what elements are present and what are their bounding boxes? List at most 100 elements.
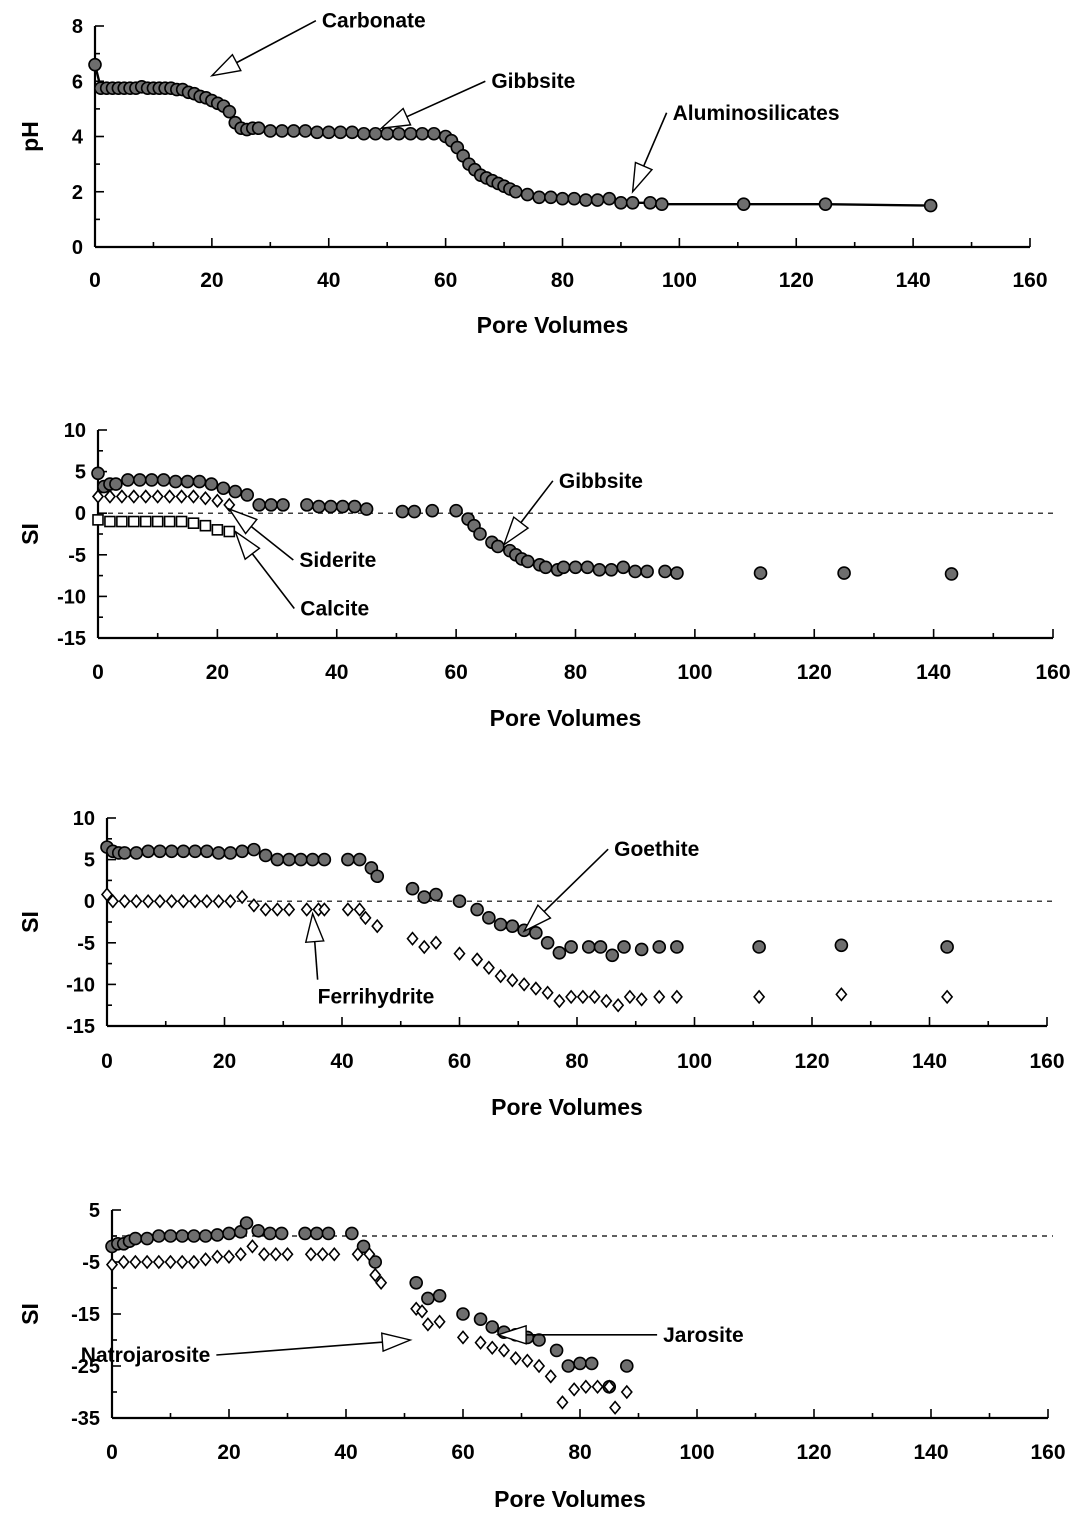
data-point: [603, 1379, 616, 1395]
x-tick-label: 160: [1012, 269, 1047, 292]
data-point: [164, 844, 179, 859]
annotation-arrow-shaft: [216, 1341, 383, 1356]
data-point: [369, 1267, 382, 1283]
data-point: [538, 560, 553, 575]
annotation-1: Gibbsite: [502, 470, 643, 547]
data-point: [634, 942, 649, 957]
data-point: [421, 1291, 435, 1306]
data-point: [623, 989, 636, 1005]
data-point: [352, 852, 367, 867]
data-point: [652, 940, 667, 954]
data-point: [593, 940, 608, 954]
data-point: [239, 1216, 254, 1230]
y-tick-label: 8: [72, 16, 83, 38]
data-point: [473, 1312, 488, 1326]
x-tick-label: 100: [677, 661, 712, 684]
data-point: [323, 499, 338, 514]
annotation-label: Carbonate: [322, 10, 426, 33]
x-tick-label: 60: [451, 1441, 474, 1464]
data-point: [281, 1246, 294, 1262]
data-point: [456, 1307, 470, 1321]
y-tick-label: -5: [77, 933, 95, 955]
x-tick-label: 120: [779, 269, 814, 292]
data-point: [240, 488, 255, 502]
data-point: [118, 893, 131, 909]
data-point: [187, 1229, 201, 1243]
series-2: [100, 887, 954, 1013]
data-point: [141, 1254, 154, 1270]
x-tick-label: 80: [565, 1050, 588, 1073]
y-tick-label: -15: [71, 1304, 100, 1326]
data-point: [321, 1226, 336, 1241]
annotation-arrow-shaft: [543, 848, 609, 913]
data-point: [368, 126, 383, 141]
data-point: [163, 515, 176, 528]
x-tick-label: 80: [551, 269, 574, 292]
data-point: [482, 911, 496, 925]
data-point: [129, 846, 144, 860]
data-point: [153, 844, 167, 859]
data-point: [532, 190, 546, 205]
data-point: [200, 893, 213, 909]
annotation-arrow-head: [233, 529, 261, 561]
data-point: [568, 1382, 581, 1397]
annotation-label: Aluminosilicates: [673, 102, 840, 125]
data-point: [471, 952, 484, 967]
data-point: [600, 993, 613, 1009]
data-point: [180, 474, 195, 489]
data-point: [371, 918, 384, 934]
x-tick-label: 100: [677, 1050, 712, 1073]
data-point: [222, 1249, 236, 1265]
annotation-1: Jarosite: [495, 1324, 744, 1347]
data-point: [417, 890, 432, 904]
x-tick-label: 20: [213, 1050, 236, 1073]
data-point: [588, 989, 601, 1005]
data-point: [432, 1289, 447, 1303]
x-tick-label: 0: [101, 1050, 113, 1073]
data-point: [109, 477, 123, 491]
data-point: [579, 193, 593, 207]
data-point: [91, 489, 105, 504]
data-point: [363, 1246, 376, 1262]
data-point: [556, 560, 571, 575]
data-point: [115, 489, 128, 504]
data-point: [923, 198, 938, 213]
data-point: [228, 484, 243, 499]
data-point: [276, 498, 290, 512]
data-point: [505, 919, 520, 933]
y-tick-label: 5: [84, 850, 95, 872]
x-axis-label: Pore Volumes: [490, 705, 642, 731]
data-point: [370, 869, 385, 884]
data-point: [403, 126, 418, 141]
x-tick-label: 160: [1035, 661, 1070, 684]
data-point: [189, 893, 202, 909]
data-point: [105, 1257, 119, 1272]
x-tick-label: 80: [568, 1441, 591, 1464]
data-point: [568, 560, 583, 575]
annotation-arrow-head: [304, 911, 325, 944]
data-point: [129, 1254, 142, 1270]
data-point: [429, 935, 443, 951]
data-point: [359, 502, 374, 516]
data-point: [151, 515, 164, 528]
data-point: [576, 989, 589, 1005]
data-point: [140, 1231, 154, 1246]
data-point: [341, 902, 354, 917]
data-point: [283, 902, 296, 917]
data-point: [88, 57, 102, 72]
data-point: [211, 846, 226, 860]
data-point: [491, 539, 505, 554]
data-point: [259, 902, 272, 917]
data-point: [584, 1356, 599, 1371]
data-point: [567, 191, 581, 206]
data-point: [453, 946, 466, 961]
data-point: [300, 902, 313, 917]
data-point: [333, 125, 348, 140]
x-tick-label: 60: [444, 661, 467, 684]
data-point: [223, 525, 236, 538]
annotation-label: Siderite: [299, 549, 376, 572]
data-point: [409, 1276, 424, 1290]
data-point: [359, 910, 372, 926]
data-point: [532, 1333, 546, 1347]
